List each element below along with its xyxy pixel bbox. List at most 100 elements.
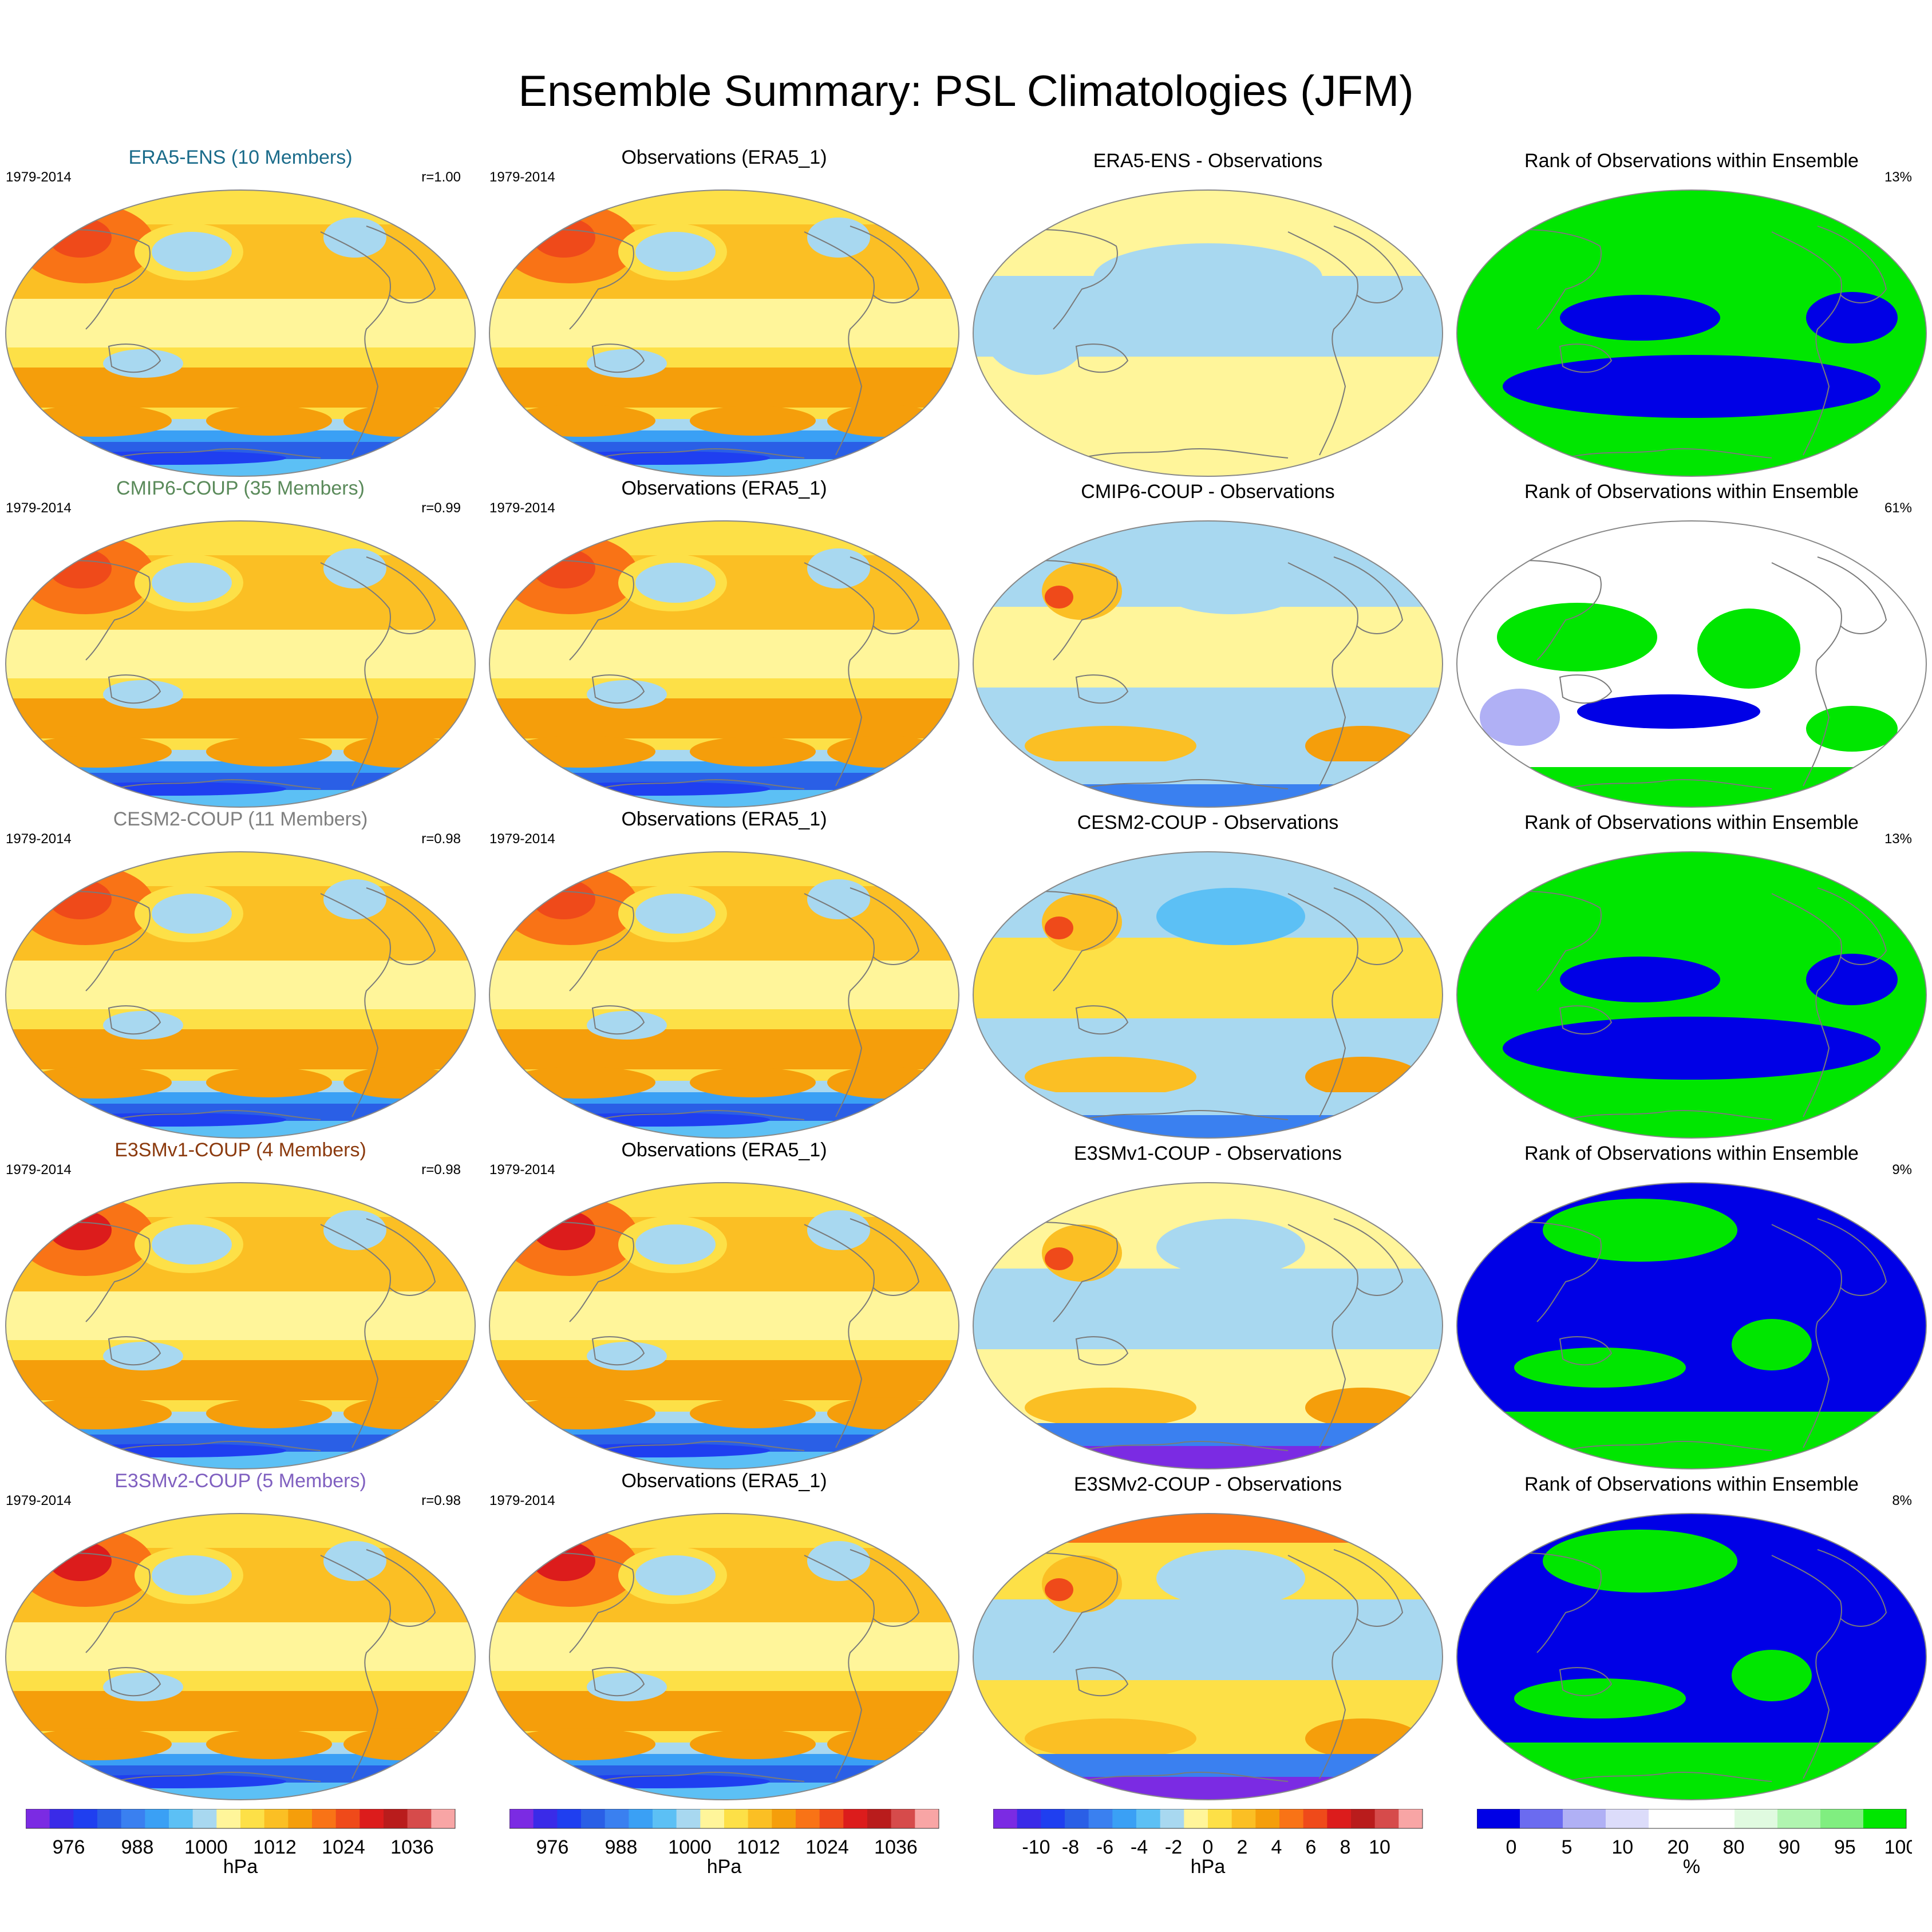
colorbar-tick-label: 1036 — [874, 1836, 918, 1858]
colorbar-swatch — [772, 1809, 796, 1828]
colorbar-swatch — [384, 1809, 408, 1828]
colorbar-swatch — [73, 1809, 98, 1828]
colorbar-swatch — [1112, 1809, 1137, 1828]
coastline-antarctica — [1081, 448, 1289, 459]
coastline-americas — [1771, 1224, 1842, 1448]
coastline-antarctica — [114, 1109, 321, 1120]
map-outline — [973, 520, 1443, 808]
colorbar-swatch — [1863, 1809, 1907, 1828]
colorbar-swatch — [533, 1809, 558, 1828]
rank-green-region — [1497, 603, 1657, 671]
colorbar-swatch — [1136, 1809, 1161, 1828]
high-pressure-core — [532, 1210, 595, 1250]
colorbar-swatch — [192, 1809, 217, 1828]
rank-percent-label: 13% — [1884, 169, 1912, 185]
robinson-map — [5, 1182, 476, 1469]
coastline-americas — [1771, 231, 1842, 456]
subtropical-high-south — [507, 1066, 655, 1099]
coastline-asia — [529, 229, 634, 330]
map-outline — [5, 1513, 476, 1800]
coastline-americas — [1287, 1555, 1358, 1779]
warm-pool-low — [587, 1342, 667, 1370]
warm-pool-low — [103, 349, 183, 378]
high-pressure-core — [49, 879, 112, 919]
robinson-map — [973, 520, 1443, 808]
colorbar-swatch — [49, 1809, 74, 1828]
colorbar-swatch — [819, 1809, 844, 1828]
diff-positive-south — [1025, 1388, 1196, 1428]
map-outline — [973, 1182, 1443, 1469]
high-pressure-core — [49, 548, 112, 588]
colorbar-tick-label: 100 — [1884, 1836, 1912, 1858]
coastline-australia — [108, 1667, 161, 1697]
coastline-greenland — [1333, 1549, 1404, 1627]
coastline-australia — [108, 343, 161, 373]
correlation-label: r=0.98 — [421, 1493, 461, 1508]
coastline-americas — [320, 1224, 391, 1448]
aleutian-low — [152, 232, 232, 272]
robinson-map — [1456, 520, 1927, 808]
correlation-label: r=1.00 — [421, 169, 461, 185]
panel-diff: E3SMv2-COUP - Observations — [967, 1469, 1448, 1801]
panel-rank: Rank of Observations within Ensemble 61% — [1451, 477, 1932, 809]
robinson-map — [489, 851, 959, 1139]
coastline-americas — [804, 231, 875, 456]
diff-positive-south — [1025, 1057, 1196, 1097]
colorbar-swatch — [724, 1809, 749, 1828]
coastline-antarctica — [114, 1771, 321, 1782]
aleutian-low — [152, 563, 232, 603]
robinson-map — [5, 1513, 476, 1800]
map-outline — [5, 520, 476, 808]
coastline-asia — [1013, 560, 1118, 661]
colorbar-tick-label: 1024 — [322, 1836, 365, 1858]
map-outline — [1456, 851, 1927, 1139]
colorbar-swatch — [1208, 1809, 1232, 1828]
coastline-greenland — [1333, 556, 1404, 634]
coastline-greenland — [1817, 556, 1887, 634]
colorbar: -10 -8 -6 -4 -2 0 2 4 6 8 10 hPa — [993, 1808, 1428, 1895]
circumpolar-trough — [541, 1113, 770, 1127]
colorbar-tick-label: -10 — [1022, 1836, 1050, 1858]
colorbar-swatch — [993, 1809, 1018, 1828]
warm-pool-low — [103, 1342, 183, 1370]
warm-pool-low — [587, 1673, 667, 1701]
coastline-americas — [804, 1555, 875, 1779]
coastline-antarctica — [1565, 1440, 1772, 1451]
panel-title: Rank of Observations within Ensemble — [1524, 1143, 1859, 1164]
panel-title: Observations (ERA5_1) — [621, 1139, 827, 1161]
period-label: 1979-2014 — [489, 1493, 555, 1508]
subtropical-high-south-pacific — [690, 1068, 816, 1097]
panel-title: Observations (ERA5_1) — [621, 808, 827, 830]
diff-positive-core — [1045, 1578, 1073, 1601]
warm-pool-low — [587, 349, 667, 378]
high-pressure-core — [49, 218, 112, 258]
colorbar-tick-label: 8 — [1340, 1836, 1351, 1858]
colorbar-swatch — [1692, 1809, 1735, 1828]
colorbar-frame — [993, 1808, 1423, 1829]
coastline-asia — [1496, 229, 1602, 330]
robinson-map — [489, 1513, 959, 1800]
circumpolar-trough — [541, 782, 770, 796]
diff-negative — [1156, 1550, 1305, 1607]
coastline-antarctica — [598, 1440, 805, 1451]
colorbar-swatch — [867, 1809, 892, 1828]
subtropical-high-south-pacific — [690, 737, 816, 767]
robinson-map — [1456, 1513, 1927, 1800]
colorbar-svg: -10 -8 -6 -4 -2 0 2 4 6 8 10 hPa — [993, 1808, 1423, 1878]
colorbar-swatch — [288, 1809, 313, 1828]
coastline-antarctica — [1081, 1109, 1289, 1120]
coastline-antarctica — [1081, 1440, 1289, 1451]
coastline-greenland — [366, 1218, 436, 1296]
warm-pool-low — [103, 680, 183, 709]
map-field — [973, 190, 1443, 476]
colorbar-swatch — [1303, 1809, 1327, 1828]
colorbar-swatch — [26, 1809, 50, 1828]
colorbar-tick-label: 20 — [1668, 1836, 1689, 1858]
subtropical-high-south — [507, 736, 655, 768]
panel-diff: CESM2-COUP - Observations — [967, 808, 1448, 1140]
coastline-asia — [1013, 1552, 1118, 1653]
coastline-antarctica — [1565, 1109, 1772, 1120]
map-outline — [5, 1182, 476, 1469]
colorbar-swatch — [240, 1809, 265, 1828]
coastline-greenland — [366, 1549, 436, 1627]
